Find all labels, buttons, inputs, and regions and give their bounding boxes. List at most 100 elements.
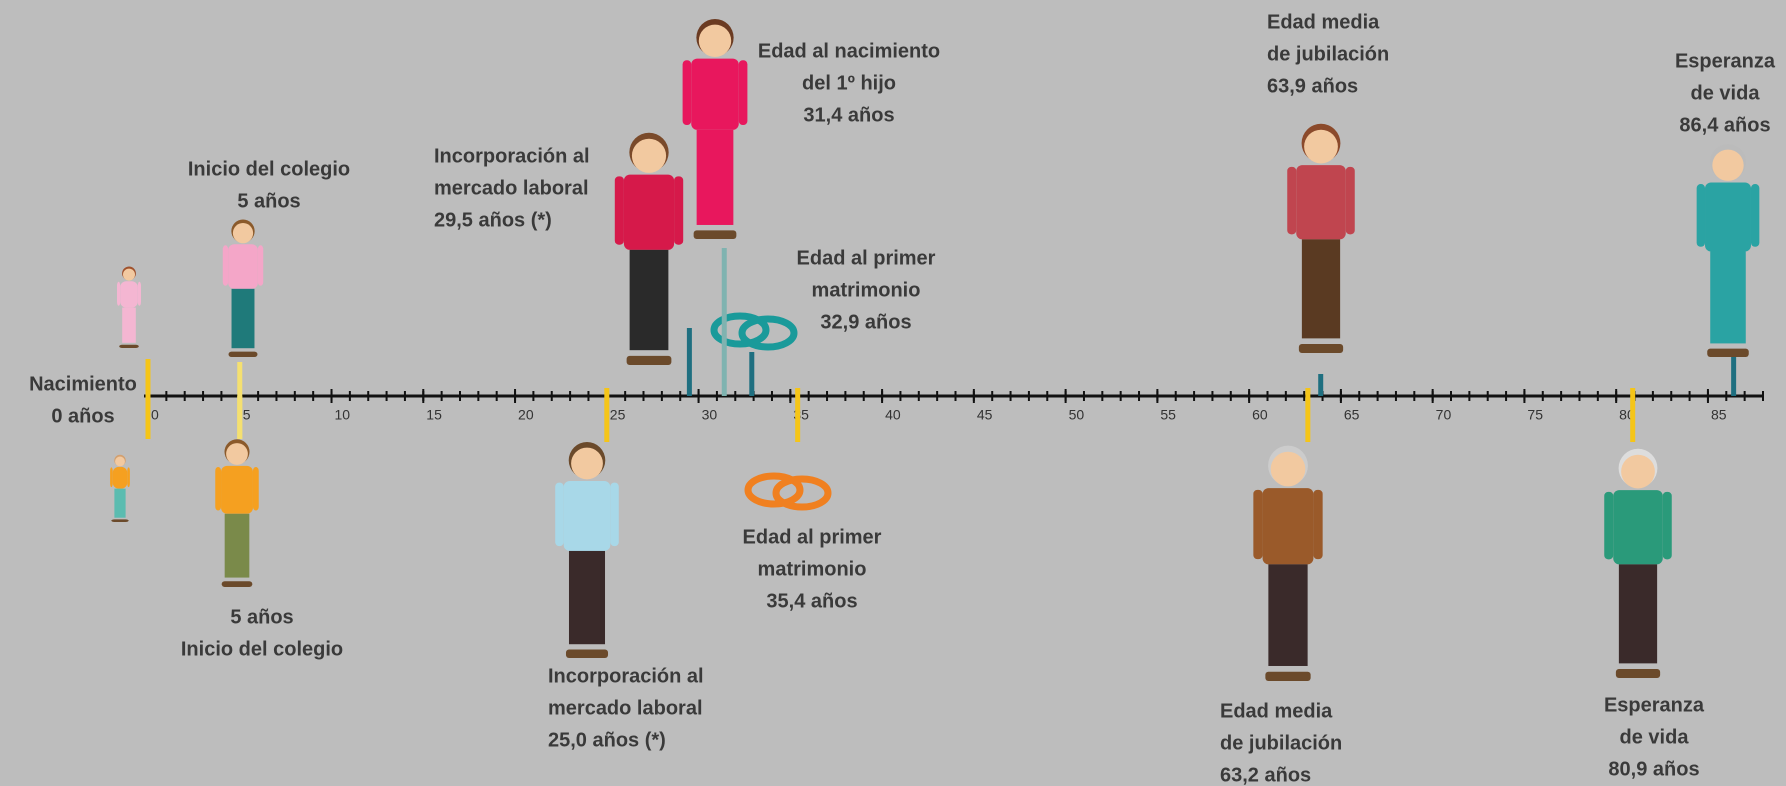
event-label: 5 años [237, 190, 300, 212]
person-figure [555, 442, 619, 658]
x-tick-label: 85 [1711, 407, 1727, 423]
head [1621, 455, 1655, 489]
legs [1619, 564, 1657, 663]
event-label: Incorporación al [548, 665, 704, 687]
event-label: Inicio del colegio [188, 158, 350, 180]
person-figure [1604, 449, 1672, 678]
arm [674, 176, 683, 244]
event-label: 80,9 años [1608, 758, 1699, 780]
person-figure [1697, 144, 1760, 357]
torso [1296, 165, 1346, 239]
arm [127, 467, 130, 487]
head [1271, 452, 1306, 487]
legs [232, 289, 255, 348]
arm [223, 245, 228, 286]
event-label: matrimonio [812, 279, 921, 301]
shoes [566, 650, 608, 658]
person-figure [1253, 446, 1322, 681]
torso [624, 175, 674, 250]
arm [1604, 492, 1613, 560]
shoes [1265, 672, 1310, 681]
event-label: Nacimiento [29, 373, 137, 395]
arm [215, 467, 221, 511]
arm [615, 176, 624, 244]
person-figure [1287, 124, 1355, 353]
head [1304, 130, 1338, 164]
head [632, 139, 666, 173]
torso [691, 59, 739, 130]
arm [1253, 490, 1262, 559]
x-tick-label: 30 [702, 407, 718, 423]
event-label: 0 años [51, 405, 114, 427]
x-tick-label: 5 [243, 407, 251, 423]
arm [253, 467, 259, 511]
x-tick-label: 25 [610, 407, 626, 423]
legs [122, 308, 136, 343]
shoes [1707, 349, 1749, 357]
x-tick-label: 55 [1160, 407, 1176, 423]
event-label: 5 años [230, 606, 293, 628]
head [123, 269, 135, 281]
x-tick-label: 50 [1069, 407, 1085, 423]
x-tick-label: 45 [977, 407, 993, 423]
torso [113, 467, 128, 489]
event-label: Inicio del colegio [181, 638, 343, 660]
event-label: 35,4 años [766, 590, 857, 612]
arm [1697, 184, 1705, 247]
head [226, 443, 248, 465]
page: {"axis": {"xlim": [0, 88], "xticks": [0,… [0, 0, 1786, 786]
shoes [229, 352, 258, 357]
arm [739, 60, 748, 125]
arm [110, 467, 113, 487]
person-figure [615, 133, 683, 365]
arm [1346, 167, 1355, 235]
legs [1302, 239, 1340, 338]
legs [1710, 251, 1746, 343]
event-label: mercado laboral [548, 697, 703, 719]
event-label: de jubilación [1267, 43, 1389, 65]
event-label: de jubilación [1220, 732, 1342, 754]
event-label: Edad media [1267, 11, 1380, 33]
arm [138, 282, 141, 306]
event-label: matrimonio [758, 558, 867, 580]
event-label: Edad al primer [797, 247, 936, 269]
person-figure [215, 439, 259, 587]
torso [120, 281, 138, 307]
event-label: 25,0 años (*) [548, 729, 666, 751]
x-tick-label: 70 [1436, 407, 1452, 423]
head [1712, 150, 1743, 181]
x-tick-label: 60 [1252, 407, 1268, 423]
arm [258, 245, 263, 286]
arm [1313, 490, 1322, 559]
event-label: de vida [1620, 726, 1690, 748]
x-tick-label: 10 [335, 407, 351, 423]
timeline: 0510152025303540455055606570758085Nacimi… [0, 0, 1786, 786]
person-figure [117, 267, 141, 349]
event-label: 63,9 años [1267, 75, 1358, 97]
person-figure [110, 455, 130, 522]
shoes [111, 519, 128, 522]
torso [1705, 182, 1751, 251]
legs [630, 250, 669, 350]
event-label: 32,9 años [820, 311, 911, 333]
person-figure [223, 219, 264, 357]
event-label: Esperanza [1675, 50, 1776, 72]
legs [225, 514, 250, 578]
arm [1663, 492, 1672, 560]
head [571, 448, 603, 480]
legs [114, 489, 125, 518]
event-label: de vida [1691, 82, 1761, 104]
event-label: 31,4 años [803, 104, 894, 126]
arm [555, 483, 563, 547]
head [233, 223, 253, 243]
arm [610, 483, 618, 547]
event-label: 86,4 años [1679, 114, 1770, 136]
torso [221, 466, 253, 514]
legs [697, 130, 734, 225]
torso [1263, 488, 1314, 564]
shoes [1299, 344, 1343, 353]
event-label: Esperanza [1604, 694, 1705, 716]
event-label: Edad al primer [743, 526, 882, 548]
event-label: Edad media [1220, 700, 1333, 722]
event-label: mercado laboral [434, 177, 589, 199]
